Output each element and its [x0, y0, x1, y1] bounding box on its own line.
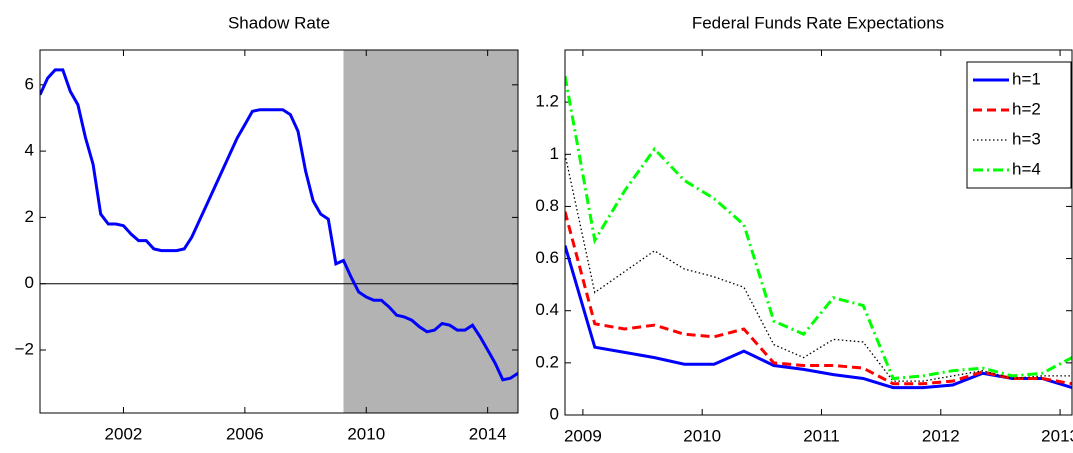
x-tick-label: 2010 [347, 424, 385, 443]
x-tick-label: 2009 [564, 426, 602, 445]
data-line [565, 75, 1072, 381]
x-tick-label: 2010 [683, 426, 721, 445]
chart-title: Federal Funds Rate Expectations [692, 13, 944, 32]
chart-title: Shadow Rate [228, 13, 330, 32]
legend-label: h=4 [1012, 159, 1041, 178]
legend-label: h=1 [1012, 69, 1041, 88]
x-tick-label: 2014 [469, 424, 507, 443]
y-tick-label: 0.2 [535, 352, 559, 371]
y-tick-label: 4 [25, 141, 34, 160]
y-tick-label: 1.2 [535, 92, 559, 111]
data-line [565, 211, 1072, 386]
y-tick-label: 0.8 [535, 196, 559, 215]
y-tick-label: 0.4 [535, 300, 559, 319]
y-tick-label: 0.6 [535, 248, 559, 267]
plot-frame [39, 49, 519, 414]
legend-label: h=3 [1012, 129, 1041, 148]
x-tick-label: 2002 [105, 424, 143, 443]
legend-box [966, 61, 1072, 189]
x-tick-label: 2006 [226, 424, 264, 443]
y-tick-label: 0 [550, 404, 559, 423]
x-tick-label: 2011 [803, 426, 840, 445]
x-tick-label: 2012 [922, 426, 960, 445]
y-tick-label: −2 [15, 339, 34, 358]
y-tick-label: 2 [25, 207, 34, 226]
plot-frame [564, 49, 1073, 416]
y-tick-label: 6 [25, 74, 34, 93]
data-line [565, 154, 1072, 382]
legend-label: h=2 [1012, 99, 1041, 118]
y-tick-label: 0 [25, 273, 34, 292]
x-tick-label: 2013 [1041, 426, 1073, 445]
data-line [40, 68, 518, 382]
y-tick-label: 1 [550, 144, 559, 163]
